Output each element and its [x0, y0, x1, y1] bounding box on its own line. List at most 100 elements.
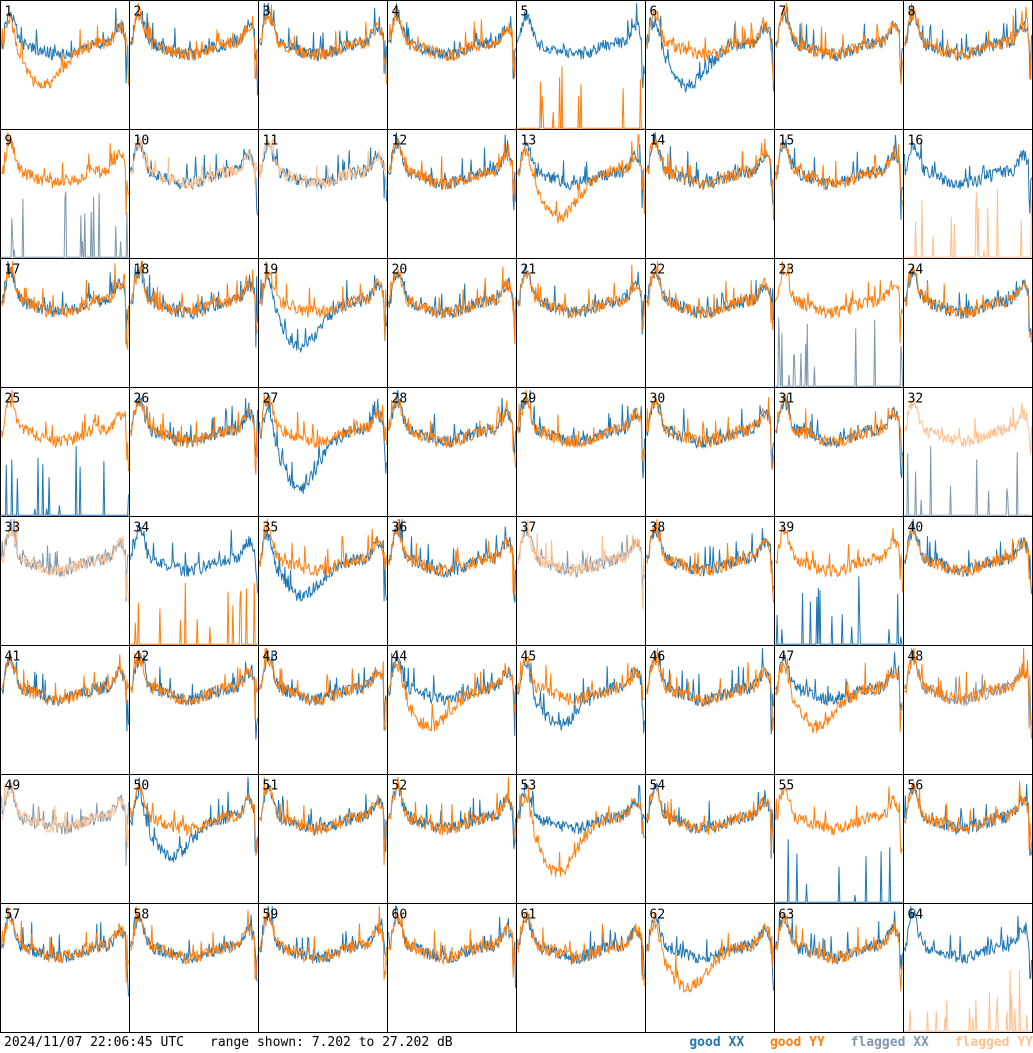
- panel-5: 5: [516, 0, 646, 130]
- panel-label: 41: [5, 650, 21, 665]
- panel-11: 11: [258, 129, 388, 259]
- panel-label: 23: [779, 263, 795, 278]
- panel-label: 25: [5, 392, 21, 407]
- series-yy-16: [904, 189, 1032, 258]
- panel-4: 4: [387, 0, 517, 130]
- panel-56: 56: [903, 774, 1033, 904]
- panel-14: 14: [645, 129, 775, 259]
- panel-3: 3: [258, 0, 388, 130]
- panel-35: 35: [258, 516, 388, 646]
- series-xx-45: [517, 659, 645, 734]
- series-yy-60: [388, 912, 516, 978]
- series-yy-55: [775, 784, 903, 854]
- panel-label: 46: [650, 650, 666, 665]
- series-yy-13: [517, 134, 645, 224]
- series-xx-18: [130, 261, 258, 348]
- panel-label: 27: [263, 392, 279, 407]
- panel-label: 44: [392, 650, 408, 665]
- series-yy-41: [1, 654, 129, 706]
- panel-41: 41: [0, 645, 130, 775]
- panel-label: 4: [392, 5, 400, 20]
- series-xx-3: [259, 3, 387, 74]
- panel-frame: [387, 387, 517, 517]
- series-yy-2: [130, 3, 258, 80]
- footer: 2024/11/07 22:06:45 UTC range shown: 7.2…: [0, 1033, 1033, 1053]
- series-xx-39: [775, 576, 903, 645]
- series-yy-52: [388, 777, 516, 843]
- series-yy-3: [259, 4, 387, 85]
- series-yy-56: [904, 781, 1032, 856]
- panel-23: 23: [774, 258, 904, 388]
- panel-13: 13: [516, 129, 646, 259]
- panel-label: 14: [650, 134, 666, 149]
- panel-label: 55: [779, 779, 795, 794]
- series-yy-4: [388, 6, 516, 78]
- panel-frame: [129, 129, 259, 259]
- panel-label: 24: [908, 263, 924, 278]
- panel-label: 34: [134, 521, 150, 536]
- panel-label: 7: [779, 5, 787, 20]
- panel-label: 62: [650, 908, 666, 923]
- panel-frame: [387, 129, 517, 259]
- series-yy-46: [646, 648, 774, 731]
- series-yy-44: [388, 658, 516, 733]
- panel-frame: [129, 645, 259, 775]
- series-xx-13: [517, 141, 645, 213]
- panel-label: 13: [521, 134, 537, 149]
- panel-frame: [0, 774, 130, 904]
- panel-label: 8: [908, 5, 916, 20]
- panel-label: 38: [650, 521, 666, 536]
- panel-26: 26: [129, 387, 259, 517]
- panel-label: 35: [263, 521, 279, 536]
- panel-36: 36: [387, 516, 517, 646]
- panel-label: 37: [521, 521, 537, 536]
- timestamp: 2024/11/07 22:06:45 UTC: [4, 1035, 185, 1050]
- series-xx-38: [646, 523, 774, 593]
- panel-15: 15: [774, 129, 904, 259]
- series-yy-59: [259, 906, 387, 980]
- series-xx-19: [259, 273, 387, 354]
- legend-good-yy: good YY: [769, 1035, 825, 1050]
- panel-27: 27: [258, 387, 388, 517]
- series-yy-10: [130, 135, 258, 190]
- series-yy-30: [646, 395, 774, 470]
- panel-24: 24: [903, 258, 1033, 388]
- series-yy-9: [1, 132, 129, 216]
- panel-frame: [645, 645, 775, 775]
- panel-label: 16: [908, 134, 924, 149]
- series-xx-53: [517, 781, 645, 835]
- panel-frame: [0, 387, 130, 517]
- panel-48: 48: [903, 645, 1033, 775]
- series-xx-42: [130, 653, 258, 740]
- series-yy-45: [517, 653, 645, 707]
- series-xx-5: [517, 3, 645, 88]
- panel-8: 8: [903, 0, 1033, 130]
- panel-frame: [645, 258, 775, 388]
- series-yy-39: [775, 526, 903, 593]
- panel-12: 12: [387, 129, 517, 259]
- series-yy-64: [904, 970, 1032, 1032]
- series-xx-27: [259, 393, 387, 494]
- panel-frame: [645, 0, 775, 130]
- panel-25: 25: [0, 387, 130, 517]
- panel-label: 52: [392, 779, 408, 794]
- panel-31: 31: [774, 387, 904, 517]
- panel-frame: [387, 258, 517, 388]
- series-yy-28: [388, 395, 516, 468]
- panel-label: 56: [908, 779, 924, 794]
- panel-18: 18: [129, 258, 259, 388]
- series-xx-23: [775, 317, 903, 387]
- panel-label: 22: [650, 263, 666, 278]
- series-yy-17: [1, 261, 129, 350]
- series-yy-43: [259, 648, 387, 732]
- series-yy-6: [646, 9, 774, 85]
- series-yy-24: [904, 266, 1032, 343]
- panel-label: 47: [779, 650, 795, 665]
- panel-63: 63: [774, 903, 904, 1033]
- panel-1: 1: [0, 0, 130, 130]
- series-yy-49: [1, 782, 129, 849]
- series-xx-17: [1, 261, 129, 345]
- panel-frame: [129, 0, 259, 130]
- series-xx-25: [1, 446, 129, 516]
